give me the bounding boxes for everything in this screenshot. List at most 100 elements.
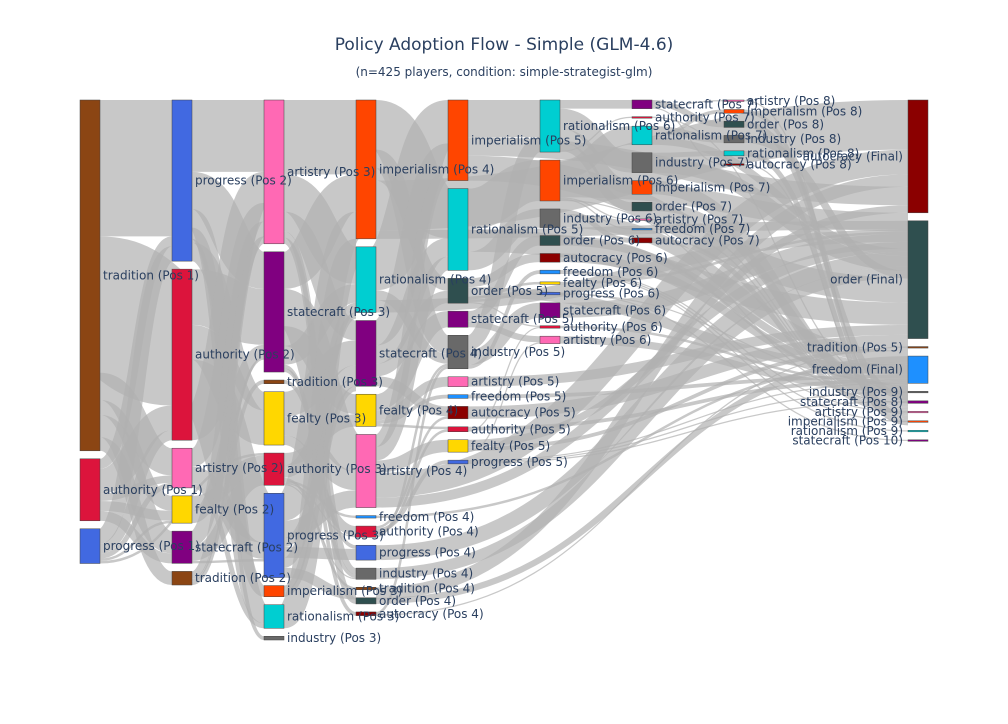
node-label: statecraft (Pos 5) (471, 312, 574, 326)
node-rationalism-9[interactable] (907, 430, 929, 433)
node-autocracy-4[interactable] (355, 611, 377, 616)
sankey-link (467, 326, 541, 432)
node-freedom-5[interactable] (447, 394, 469, 399)
node-artistry-8[interactable] (723, 99, 745, 102)
node-artistry-2[interactable] (171, 447, 193, 489)
node-tradition-3[interactable] (263, 379, 285, 384)
node-label: industry (Pos 8) (747, 132, 841, 146)
node-authority-2[interactable] (171, 268, 193, 441)
node-order-7[interactable] (631, 201, 653, 212)
node-imperialism-6[interactable] (539, 159, 561, 202)
node-fealty-4[interactable] (355, 393, 377, 427)
node-autocracy-7[interactable] (631, 237, 653, 244)
node-order-5[interactable] (447, 278, 469, 304)
node-artistry-5[interactable] (447, 376, 469, 387)
node-industry-8[interactable] (723, 135, 745, 144)
node-autocracy-final[interactable] (907, 99, 929, 214)
node-artistry-4[interactable] (355, 434, 377, 508)
node-label: artistry (Pos 6) (563, 333, 651, 347)
node-industry-7[interactable] (631, 152, 653, 173)
node-imperialism-7[interactable] (631, 180, 653, 195)
node-imperialism-3[interactable] (263, 585, 285, 597)
node-authority-4[interactable] (355, 525, 377, 538)
node-freedom-7[interactable] (631, 228, 653, 231)
sankey-link (99, 482, 173, 559)
sankey-link (651, 100, 725, 128)
node-progress-4[interactable] (355, 544, 377, 561)
node-industry-4[interactable] (355, 567, 377, 580)
node-order-6[interactable] (539, 235, 561, 246)
node-authority-3[interactable] (263, 452, 285, 486)
node-authority-7[interactable] (631, 116, 653, 119)
node-authority-6[interactable] (539, 325, 561, 329)
sankey-link (97, 246, 175, 544)
node-label: tradition (Pos 2) (195, 571, 291, 585)
node-freedom-final[interactable] (907, 355, 929, 384)
sankey-link (467, 270, 541, 369)
node-order-8[interactable] (723, 120, 745, 128)
node-statecraft-7[interactable] (631, 99, 653, 109)
sankey-link (559, 238, 909, 373)
node-freedom-4[interactable] (355, 515, 377, 519)
node-imperialism-9[interactable] (907, 420, 929, 423)
node-statecraft-3[interactable] (263, 251, 285, 373)
node-label: statecraft (Pos 4) (379, 346, 482, 360)
node-artistry-6[interactable] (539, 335, 561, 344)
node-freedom-6[interactable] (539, 269, 561, 275)
node-label: imperialism (Pos 4) (379, 162, 494, 176)
sankey-link (651, 237, 909, 415)
node-industry-5[interactable] (447, 335, 469, 370)
node-authority-1[interactable] (79, 458, 101, 522)
node-statecraft-10[interactable] (907, 439, 929, 442)
node-label: freedom (Pos 7) (655, 222, 750, 236)
node-artistry-7[interactable] (631, 218, 653, 221)
node-progress-2[interactable] (171, 99, 193, 262)
node-fealty-5[interactable] (447, 439, 469, 453)
node-label: tradition (Pos 5) (807, 340, 903, 354)
node-rationalism-3[interactable] (263, 604, 285, 629)
sankey-link (280, 174, 360, 289)
node-fealty-6[interactable] (539, 281, 561, 285)
node-artistry-9[interactable] (907, 411, 929, 414)
node-industry-6[interactable] (539, 208, 561, 228)
node-fealty-2[interactable] (171, 495, 193, 524)
node-fealty-3[interactable] (263, 391, 285, 446)
node-artistry-3[interactable] (263, 99, 285, 245)
node-progress-3[interactable] (263, 493, 285, 578)
node-progress-6[interactable] (539, 292, 561, 296)
node-statecraft-8[interactable] (907, 400, 929, 404)
node-label: rationalism (Pos 3) (287, 610, 399, 624)
node-order-final[interactable] (907, 220, 929, 339)
node-label: autocracy (Pos 6) (563, 251, 668, 265)
node-statecraft-5[interactable] (447, 310, 469, 328)
sankey-link (467, 281, 541, 300)
node-imperialism-4[interactable] (355, 99, 377, 240)
node-autocracy-6[interactable] (539, 253, 561, 263)
node-rationalism-5[interactable] (447, 188, 469, 271)
node-tradition-2[interactable] (171, 571, 193, 586)
node-rationalism-8[interactable] (723, 150, 745, 157)
node-autocracy-8[interactable] (723, 163, 745, 166)
node-industry-3[interactable] (263, 636, 285, 641)
sankey-link (191, 357, 265, 582)
node-label: autocracy (Pos 8) (747, 158, 852, 172)
node-rationalism-7[interactable] (631, 125, 653, 146)
node-progress-1[interactable] (79, 528, 101, 564)
node-imperialism-5[interactable] (447, 99, 469, 181)
node-imperialism-8[interactable] (723, 109, 745, 114)
node-statecraft-4[interactable] (355, 320, 377, 387)
node-tradition-5[interactable] (907, 346, 929, 349)
node-rationalism-6[interactable] (539, 99, 561, 153)
node-tradition-1[interactable] (79, 99, 101, 452)
node-statecraft-2[interactable] (171, 530, 193, 564)
node-tradition-4[interactable] (355, 587, 377, 590)
node-progress-5[interactable] (447, 459, 469, 465)
node-autocracy-5[interactable] (447, 406, 469, 420)
node-authority-5[interactable] (447, 426, 469, 432)
node-rationalism-4[interactable] (355, 246, 377, 313)
node-industry-9[interactable] (907, 391, 929, 394)
node-order-4[interactable] (355, 597, 377, 605)
node-statecraft-6[interactable] (539, 302, 561, 318)
node-label: imperialism (Pos 6) (563, 174, 678, 188)
sankey-link (375, 416, 449, 529)
